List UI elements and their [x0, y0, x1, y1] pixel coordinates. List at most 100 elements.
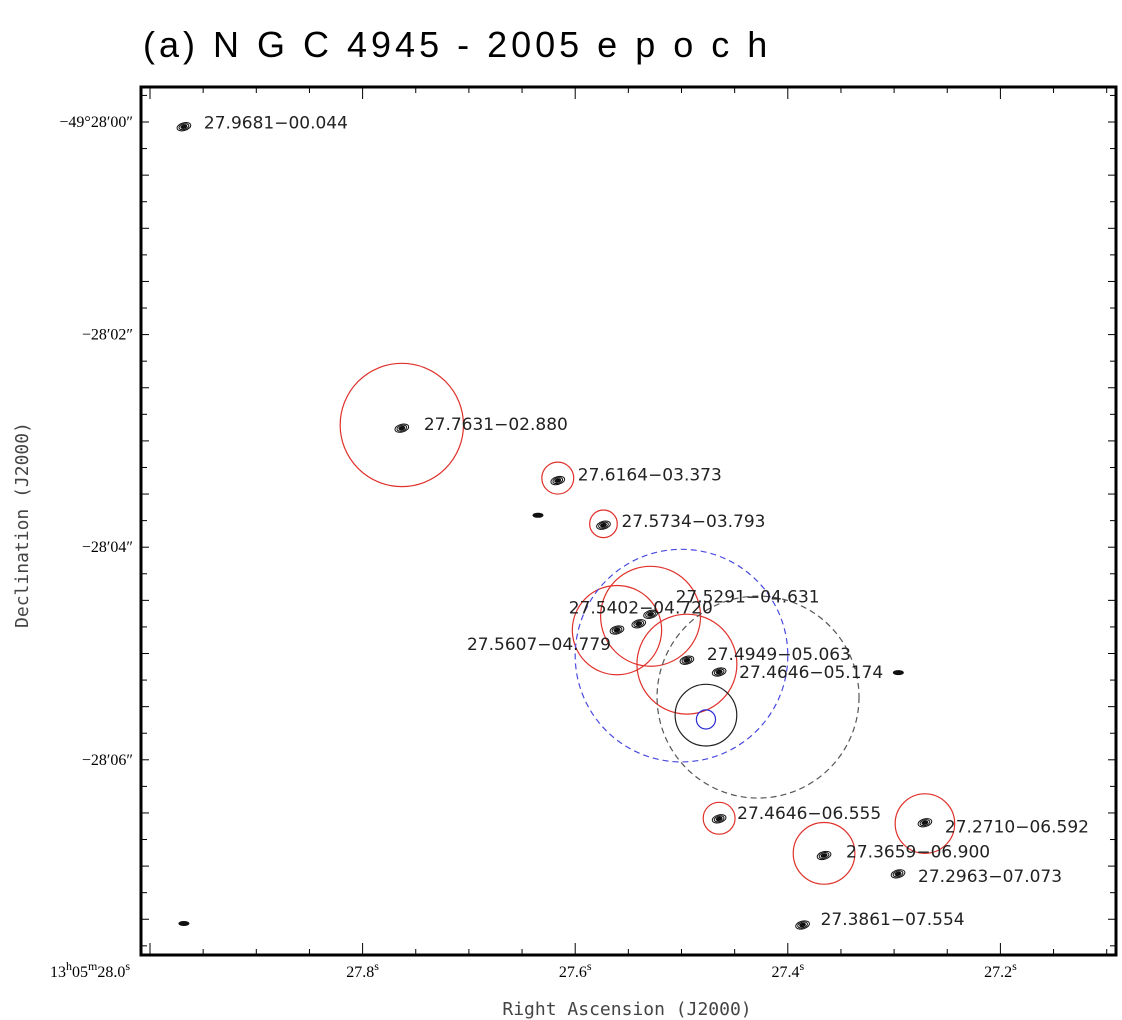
source-label: 27.4949−05.063: [707, 645, 851, 665]
error-circle-12: [695, 709, 717, 730]
error-circle-8: [792, 821, 856, 885]
source-8: 27.4646−05.174: [711, 663, 883, 683]
source-label: 27.3861−07.554: [821, 910, 965, 930]
source-contour: [550, 475, 566, 486]
source-contour: [633, 620, 645, 628]
x-axis-label: Right Ascension (J2000): [502, 999, 751, 1020]
x-tick-label: 27.6s: [559, 959, 592, 981]
source-contour: [818, 852, 830, 859]
source-3: 27.5734−03.793: [596, 512, 766, 532]
source-contour: [683, 657, 691, 663]
x-tick-label: 27.8s: [346, 959, 379, 981]
source-label: 27.2710−06.592: [945, 818, 1089, 838]
source-contour: [711, 667, 727, 677]
source-contour: [917, 818, 933, 828]
source-contour: [178, 123, 190, 131]
source-contour: [820, 853, 828, 858]
source-label: 27.5402−04.720: [569, 599, 713, 619]
source-2: 27.6164−03.373: [550, 466, 722, 486]
source-contour: [795, 920, 810, 930]
source-contour: [554, 478, 562, 483]
source-label: 27.4646−06.555: [737, 804, 881, 824]
error-circles: [339, 362, 956, 885]
source-contour: [396, 424, 408, 432]
error-circle-9: [574, 548, 789, 763]
extra-feature-2: [892, 670, 904, 676]
x-tick-label: 27.2s: [984, 959, 1017, 981]
source-contour: [894, 871, 902, 877]
source-contour: [598, 521, 609, 529]
source-contour: [398, 425, 406, 431]
source-contour: [713, 668, 725, 676]
source-9: 27.4646−06.555: [711, 804, 881, 824]
source-6: 27.5291−04.631: [643, 587, 820, 619]
axis-ticks: 13h05m28.0s 27.8s 27.6s 27.4s 27.2s −49°28′00…: [50, 87, 1116, 981]
source-contour: [681, 656, 693, 664]
source-7: 27.4949−05.063: [679, 645, 851, 665]
error-circle-2: [589, 509, 618, 539]
error-circle-3: [571, 584, 663, 676]
source-10: 27.2710−06.592: [917, 818, 1089, 838]
y-tick-label: −28′04″: [82, 539, 133, 556]
source-contour: [679, 655, 695, 665]
source-contour: [919, 819, 931, 827]
extra-feature-0: [178, 921, 190, 927]
error-circle-0: [339, 362, 465, 488]
source-contour: [645, 610, 656, 618]
chart-title: (a) N G C 4945 - 2005 e p o c h: [143, 24, 771, 65]
error-circle-11: [674, 683, 738, 747]
source-contour: [799, 922, 807, 928]
source-contour: [643, 609, 658, 619]
source-11: 27.3659−06.900: [816, 842, 990, 862]
y-axis-label: Declination (J2000): [12, 422, 33, 628]
source-label: 27.5607−04.779: [467, 635, 611, 655]
y-tick-label: −28′02″: [82, 327, 133, 344]
source-label: 27.3659−06.900: [846, 842, 990, 862]
x-tick-label: 13h05m28.0s: [50, 959, 130, 981]
source-contour: [713, 815, 725, 823]
source-label: 27.9681−00.044: [204, 114, 348, 134]
source-contour: [176, 122, 192, 132]
source-contour: [892, 870, 904, 878]
source-label: 27.5291−04.631: [676, 587, 820, 607]
error-circle-5: [636, 613, 738, 715]
source-1: 27.7631−02.880: [394, 415, 568, 435]
source-contour: [631, 619, 647, 629]
source-contour: [816, 850, 832, 861]
source-13: 27.3861−07.554: [795, 910, 965, 930]
y-tick-label: −49°28′00″: [59, 114, 133, 131]
source-contour: [611, 626, 623, 634]
source-contour: [635, 621, 643, 627]
source-label: 27.2963−07.073: [918, 867, 1062, 887]
source-label: 27.5734−03.793: [621, 512, 765, 532]
error-circle-6: [702, 801, 736, 835]
radio-sources: 27.9681−00.044 27.7631−02.880 27.6164−03.3…: [176, 114, 1089, 930]
source-12: 27.2963−07.073: [890, 867, 1062, 887]
source-contour: [180, 124, 188, 129]
source-label: 27.4646−05.174: [739, 663, 883, 683]
source-contour: [596, 520, 611, 530]
source-contour: [715, 669, 723, 675]
error-circle-7: [894, 793, 956, 854]
y-tick-label: −28′06″: [82, 752, 133, 769]
source-5: 27.5607−04.779: [467, 625, 625, 655]
error-circle-10: [656, 595, 860, 799]
source-contour: [609, 625, 625, 635]
source-label: 27.7631−02.880: [424, 415, 568, 435]
source-contour: [613, 627, 621, 633]
source-contour: [600, 522, 607, 528]
extra-feature-1: [532, 512, 544, 518]
source-contour: [797, 921, 808, 929]
source-contour: [921, 820, 929, 826]
source-contour: [890, 869, 906, 879]
source-contour: [552, 477, 564, 485]
error-circle-1: [541, 461, 575, 495]
source-contour: [711, 814, 727, 824]
source-contour: [394, 423, 410, 433]
source-0: 27.9681−00.044: [176, 114, 348, 134]
source-contour: [715, 816, 723, 822]
x-tick-label: 27.4s: [771, 959, 804, 981]
source-contour: [647, 612, 654, 617]
source-4: 27.5402−04.720: [569, 599, 713, 629]
